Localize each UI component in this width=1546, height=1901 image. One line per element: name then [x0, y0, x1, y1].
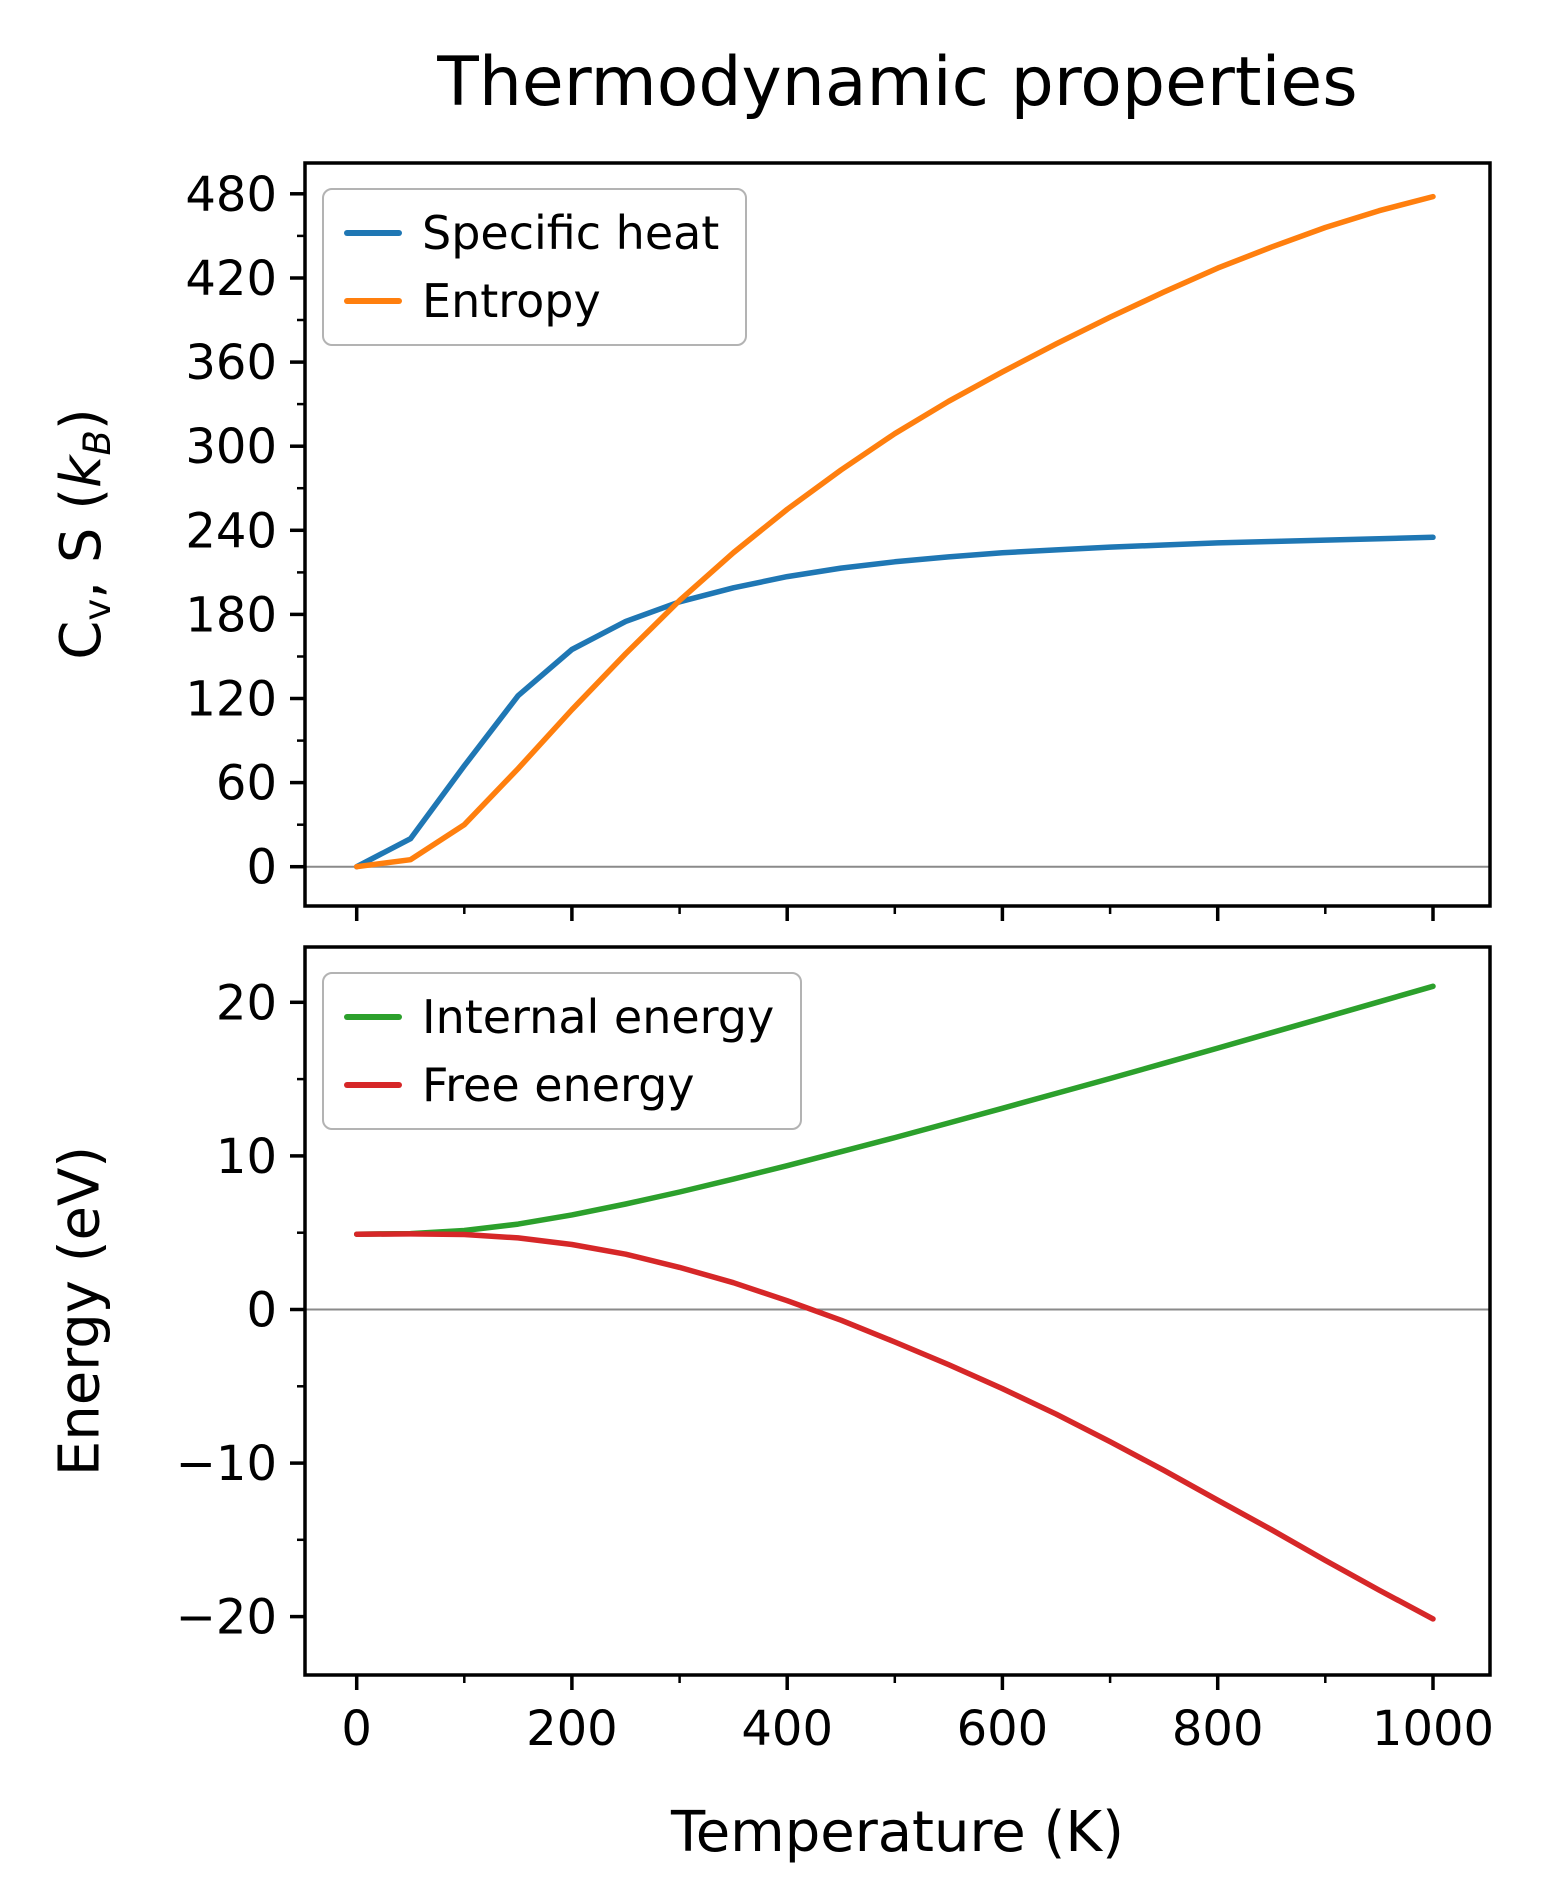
y-tick-label: 360 [185, 335, 277, 391]
y-tick-label: 0 [246, 1283, 277, 1339]
legend-item-specific-heat: Specific heat [344, 206, 719, 260]
y-tick-label: 300 [185, 419, 277, 475]
x-tick-label: 600 [957, 1701, 1049, 1757]
ylabel-sub: v [76, 598, 120, 621]
y-tick-label: 180 [185, 587, 277, 643]
ylabel-text: C [48, 620, 114, 660]
legend-item-internal-energy: Internal energy [344, 990, 774, 1044]
y-tick-label: 60 [216, 756, 277, 812]
y-tick-label: 20 [216, 975, 277, 1031]
entropy-line [353, 193, 1436, 870]
legend-item-entropy: Entropy [344, 274, 719, 328]
x-tick-label: 400 [741, 1701, 833, 1757]
legend-bottom: Internal energy Free energy [322, 972, 803, 1130]
legend-swatch-specific-heat [344, 230, 402, 236]
figure-title: Thermodynamic properties [437, 43, 1358, 122]
y-tick-label: 480 [185, 167, 277, 223]
free-energy-line [353, 1231, 1436, 1622]
y-tick-label: −10 [176, 1436, 277, 1492]
legend-label: Internal energy [422, 990, 775, 1044]
y-tick-label: 10 [216, 1129, 277, 1185]
x-tick-label: 200 [526, 1701, 618, 1757]
ylabel-text: , S ( [48, 487, 114, 599]
x-axis-label: Temperature (K) [671, 1800, 1124, 1865]
y-tick-label: −20 [176, 1590, 277, 1646]
y-tick-label: 240 [185, 503, 277, 559]
legend-top: Specific heat Entropy [322, 188, 748, 346]
x-tick-label: 1000 [1372, 1701, 1494, 1757]
top-y-axis-label: Cv, S (kB) [49, 408, 119, 659]
internal-energy-line [353, 983, 1436, 1237]
legend-item-free-energy: Free energy [344, 1058, 774, 1112]
specific-heat-line [353, 534, 1436, 870]
legend-swatch-internal-energy [344, 1014, 402, 1020]
legend-label: Entropy [422, 274, 601, 328]
x-tick-label: 0 [341, 1701, 372, 1757]
legend-swatch-free-energy [344, 1082, 402, 1088]
x-tick-label: 800 [1172, 1701, 1264, 1757]
legend-label: Specific heat [422, 206, 720, 260]
y-tick-label: 120 [185, 672, 277, 728]
ylabel-text: ) [48, 408, 114, 431]
ylabel-italic: k [48, 455, 114, 488]
bottom-y-axis-label: Energy (eV) [47, 1145, 113, 1477]
y-tick-label: 0 [246, 840, 277, 896]
legend-swatch-entropy [344, 298, 402, 304]
y-tick-label: 420 [185, 251, 277, 307]
axes-spine [303, 161, 1492, 908]
ylabel-sub-italic: B [76, 430, 120, 456]
legend-label: Free energy [422, 1058, 695, 1112]
